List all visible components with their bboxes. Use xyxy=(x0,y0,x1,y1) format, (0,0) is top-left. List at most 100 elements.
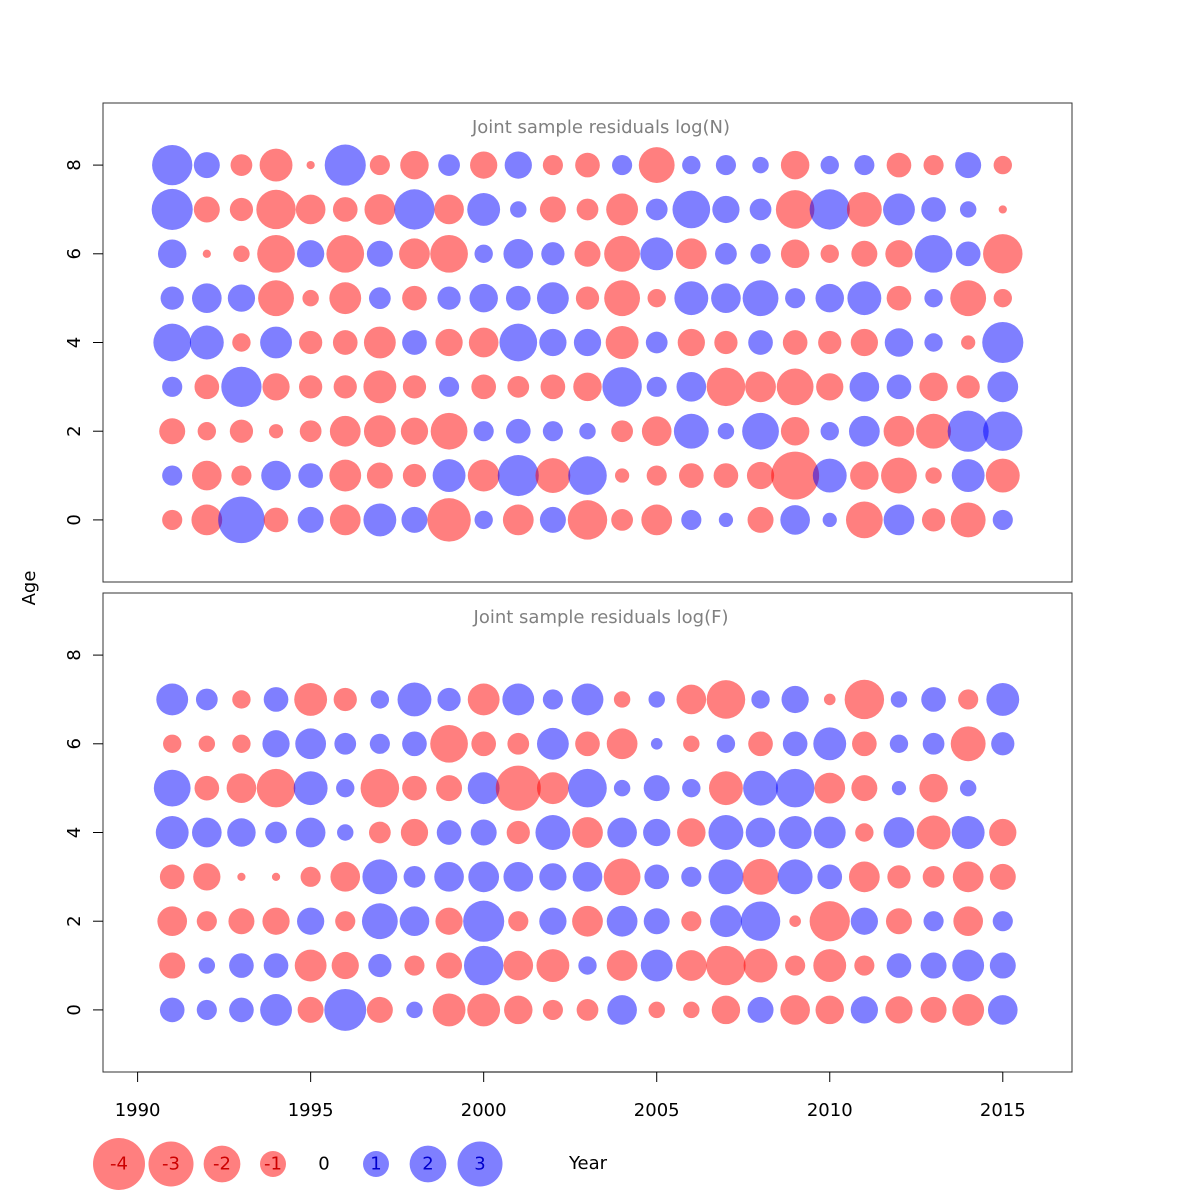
residual-bubble xyxy=(682,778,701,798)
residual-bubble xyxy=(708,815,744,850)
residual-bubble xyxy=(578,956,597,975)
residual-bubble xyxy=(771,451,820,500)
residual-bubble xyxy=(435,328,463,357)
residual-bubble xyxy=(998,205,1007,214)
residual-bubble xyxy=(681,911,702,932)
residual-bubble xyxy=(256,189,296,230)
residual-bubble xyxy=(237,872,246,881)
residual-bubble xyxy=(850,907,878,935)
residual-bubble xyxy=(368,953,392,978)
residual-bubble xyxy=(506,820,530,845)
residual-bubble xyxy=(430,234,468,273)
residual-bubble xyxy=(467,193,501,226)
residual-bubble xyxy=(775,768,815,808)
residual-bubble xyxy=(706,680,746,719)
residual-bubble xyxy=(951,816,985,849)
residual-bubble xyxy=(497,455,539,497)
residual-bubble xyxy=(650,737,663,750)
residual-bubble xyxy=(159,864,185,890)
residual-bubble xyxy=(813,816,846,849)
residual-bubble xyxy=(855,823,874,842)
residual-bubble xyxy=(682,155,701,175)
residual-bubble xyxy=(816,373,844,401)
legend-item: -2 xyxy=(203,1145,241,1183)
residual-bubble xyxy=(192,283,222,313)
x-tick-label: 2010 xyxy=(807,1100,853,1121)
panel-title: Joint sample residuals log(F) xyxy=(473,607,729,628)
residual-bubble xyxy=(535,458,571,493)
residual-bubble xyxy=(815,995,844,1025)
residual-bubble xyxy=(299,420,322,443)
residual-bubble xyxy=(297,506,324,533)
residual-bubble xyxy=(886,374,912,400)
residual-bubble xyxy=(789,915,801,928)
residual-bubble xyxy=(503,862,534,892)
residual-bubble xyxy=(922,865,945,888)
residual-bubble xyxy=(820,244,839,263)
residual-bubble xyxy=(195,688,218,711)
residual-bubble xyxy=(541,242,565,266)
residual-bubble xyxy=(674,281,709,316)
x-tick-label: 2005 xyxy=(634,1100,680,1121)
residual-bubble xyxy=(641,504,673,536)
residual-bubble xyxy=(536,727,569,760)
residual-bubble xyxy=(602,367,642,407)
residual-bubble xyxy=(536,772,569,805)
y-tick-label: 4 xyxy=(64,337,85,348)
residual-bubble xyxy=(362,859,398,895)
residual-bubble xyxy=(299,330,323,355)
residual-bubble xyxy=(681,866,702,887)
residual-bubble xyxy=(233,245,250,263)
residual-bubble xyxy=(159,418,186,445)
residual-bubble xyxy=(643,818,671,847)
residual-bubble xyxy=(924,288,943,308)
residual-bubble xyxy=(474,510,493,530)
residual-bubble xyxy=(467,772,500,805)
legend-item: -3 xyxy=(148,1141,194,1187)
residual-bubble xyxy=(883,504,915,536)
residual-bubble xyxy=(985,458,1020,493)
residual-bubble xyxy=(196,911,217,932)
residual-bubble xyxy=(368,821,391,844)
residual-bubble xyxy=(297,907,325,935)
residual-bubble xyxy=(849,372,880,402)
residual-bubble xyxy=(887,865,911,889)
residual-bubble xyxy=(782,330,808,355)
residual-bubble xyxy=(193,863,221,891)
residual-bubble xyxy=(576,999,599,1021)
residual-bubble xyxy=(952,861,984,893)
residual-bubble xyxy=(333,375,357,399)
residual-bubble xyxy=(844,679,885,720)
residual-bubble xyxy=(159,952,186,979)
residual-bubble xyxy=(196,999,217,1020)
residual-bubble xyxy=(227,818,256,847)
residual-bubble xyxy=(925,467,942,484)
residual-bubble xyxy=(432,993,466,1027)
residual-bubble xyxy=(953,906,983,937)
residual-bubble xyxy=(886,152,912,178)
residual-bubble xyxy=(742,858,779,895)
residual-bubble xyxy=(369,155,390,176)
legend-bubble xyxy=(409,1145,447,1183)
residual-bubble xyxy=(708,859,744,895)
residual-bubble xyxy=(950,502,986,538)
residual-bubble xyxy=(952,993,985,1026)
residual-bubble xyxy=(813,727,847,761)
residual-bubble xyxy=(852,731,877,757)
residual-bubble xyxy=(916,413,952,449)
residual-bubble xyxy=(785,288,806,309)
residual-bubble xyxy=(260,326,292,359)
y-axis: 0 2 4 6 8 xyxy=(64,159,103,526)
residual-bubble xyxy=(336,778,355,798)
residual-bubble xyxy=(507,732,530,755)
residual-bubble xyxy=(572,905,603,937)
residual-bubble xyxy=(539,907,567,935)
residual-bubble xyxy=(542,155,563,176)
residual-bubble xyxy=(883,817,915,848)
residual-bubble xyxy=(152,144,193,186)
legend-label: 2 xyxy=(422,1154,433,1175)
legend-bubble xyxy=(457,1141,503,1187)
residual-bubble xyxy=(257,234,295,273)
residual-bubble xyxy=(677,818,706,847)
